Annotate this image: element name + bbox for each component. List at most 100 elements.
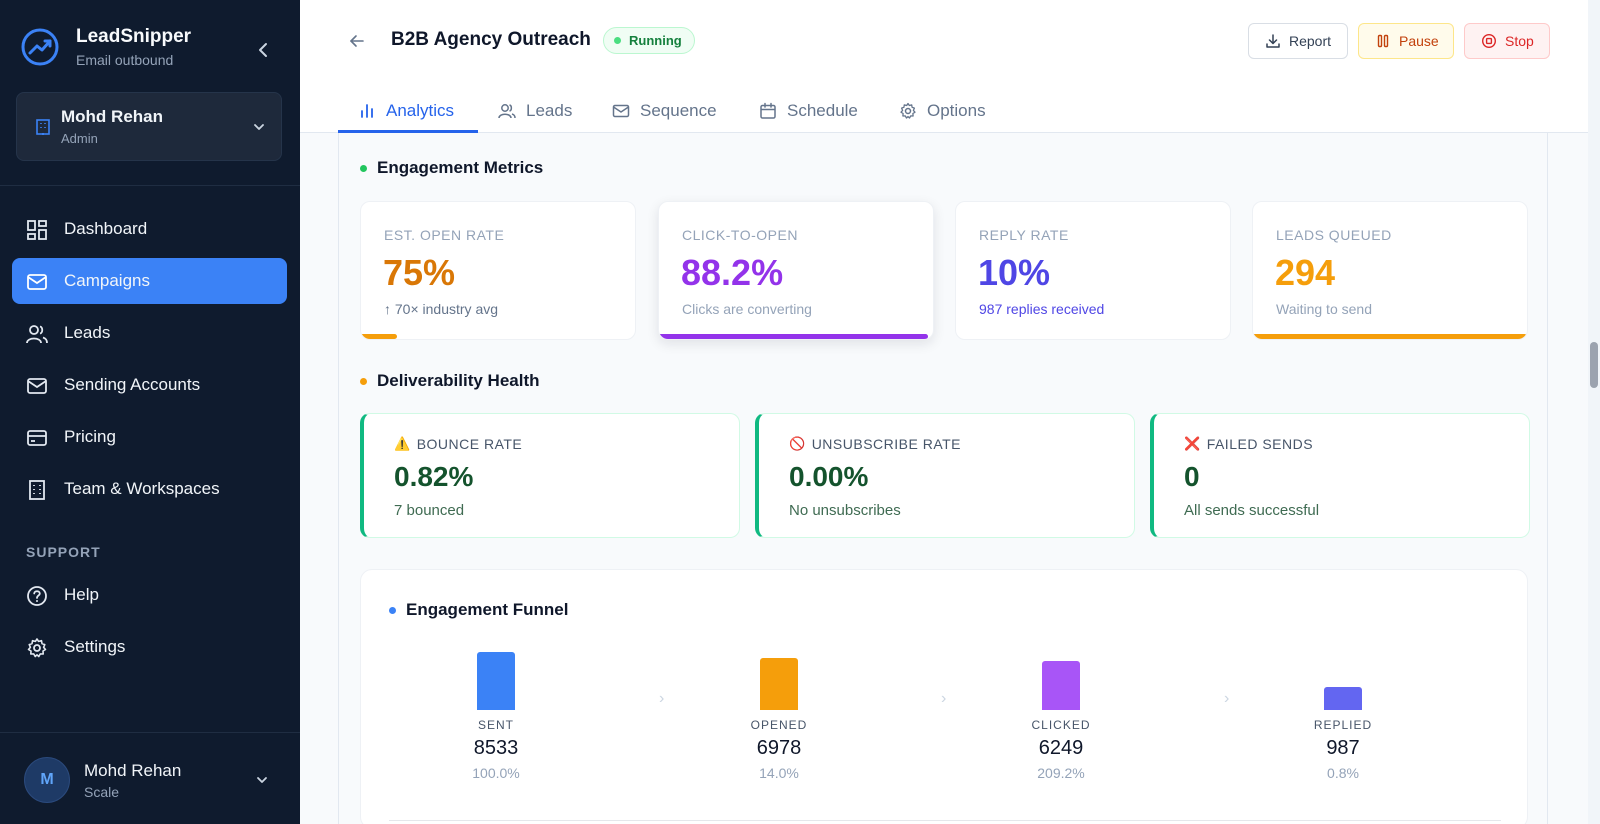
funnel-bar: [760, 658, 798, 710]
health-label: ⚠️ BOUNCE RATE: [394, 436, 522, 452]
sidebar-item-label: Pricing: [64, 427, 116, 446]
section-dot: [360, 377, 367, 385]
tab-options[interactable]: Options: [899, 88, 986, 133]
health-card-bounce-rate: ⚠️ BOUNCE RATE 0.82% 7 bounced: [360, 413, 740, 538]
workspace-switcher[interactable]: Mohd Rehan Admin: [16, 92, 282, 161]
tab-sequence[interactable]: Sequence: [612, 88, 717, 133]
mail-icon: [27, 274, 47, 290]
funnel-bar: [1042, 661, 1080, 710]
funnel-stage-replied: REPLIED 987 0.8%: [1268, 570, 1418, 824]
metric-progress-bar: [1253, 334, 1527, 339]
sidebar-item-pricing[interactable]: Pricing: [12, 414, 287, 460]
tab-analytics[interactable]: Analytics: [358, 88, 454, 133]
sidebar-item-settings[interactable]: Settings: [12, 624, 287, 670]
stop-circle-icon: [1481, 33, 1497, 49]
section-title-funnel: Engagement Funnel: [389, 600, 568, 620]
sidebar-item-team-workspaces[interactable]: Team & Workspaces: [12, 466, 287, 512]
metric-value: 294: [1275, 252, 1336, 293]
page-title: B2B Agency Outreach: [391, 29, 591, 50]
collapse-sidebar-icon[interactable]: [254, 40, 274, 60]
arrow-left-icon[interactable]: [348, 32, 366, 50]
tab-schedule[interactable]: Schedule: [759, 88, 858, 133]
prohibited-icon: 🚫: [789, 436, 806, 451]
sidebar-item-label: Help: [64, 585, 99, 604]
funnel-stage-label: SENT: [477, 718, 514, 732]
tab-leads[interactable]: Leads: [498, 88, 572, 133]
sidebar-item-help[interactable]: Help: [12, 572, 287, 618]
health-label-text: BOUNCE RATE: [416, 436, 523, 452]
chevron-right-icon: ›: [1224, 690, 1230, 707]
download-icon: [1266, 34, 1280, 48]
support-section-label: SUPPORT: [26, 544, 101, 560]
metric-value: 10%: [978, 252, 1051, 293]
sidebar-item-label: Campaigns: [64, 271, 150, 290]
workspace-role: Admin: [61, 131, 98, 146]
gear-icon: [27, 638, 47, 658]
sidebar: LeadSnipper Email outbound Mohd Rehan Ad…: [0, 0, 300, 824]
credit-card-icon: [27, 430, 47, 446]
sidebar-item-label: Dashboard: [64, 219, 148, 238]
health-card-failed-sends: ❌ FAILED SENDS 0 All sends successful: [1150, 413, 1530, 538]
user-menu[interactable]: M Mohd Rehan Scale: [12, 744, 288, 814]
metric-value: 75%: [383, 252, 456, 293]
brand-name: LeadSnipper: [76, 26, 192, 47]
funnel-stage-value: 6978: [756, 737, 802, 759]
health-subtext: 7 bounced: [394, 502, 465, 519]
metric-label: CLICK-TO-OPEN: [682, 227, 798, 243]
metric-subtext: ↑ 70× industry avg: [384, 301, 499, 317]
sidebar-item-dashboard[interactable]: Dashboard: [12, 206, 287, 252]
calendar-icon: [760, 102, 776, 119]
funnel-stage-opened: OPENED 6978 14.0%: [704, 570, 854, 824]
health-label-text: FAILED SENDS: [1206, 436, 1314, 452]
user-name: Mohd Rehan: [84, 761, 182, 780]
metric-progress-bar: [659, 334, 928, 339]
report-button[interactable]: Report: [1248, 23, 1348, 59]
section-dot: [360, 164, 367, 172]
sidebar-item-label: Leads: [64, 323, 111, 342]
users-icon: [498, 103, 516, 118]
metric-card-leads-queued: LEADS QUEUED 294 Waiting to send: [1252, 201, 1528, 340]
health-value: 0: [1184, 461, 1200, 492]
funnel-stage-label: CLICKED: [1031, 718, 1091, 732]
cross-mark-icon: ❌: [1184, 436, 1201, 451]
workspace-name: Mohd Rehan: [61, 107, 163, 126]
brand: LeadSnipper Email outbound: [20, 26, 191, 68]
stop-button[interactable]: Stop: [1464, 23, 1550, 59]
sidebar-item-leads[interactable]: Leads: [12, 310, 287, 356]
section-title-text: Deliverability Health: [377, 371, 540, 390]
health-subtext: No unsubscribes: [789, 502, 901, 519]
gear-icon: [900, 102, 916, 119]
mail-icon: [612, 104, 630, 117]
section-title-engagement: Engagement Metrics: [360, 158, 543, 178]
metric-card-click-to-open: CLICK-TO-OPEN 88.2% Clicks are convertin…: [658, 201, 934, 340]
metric-card-open-rate: EST. OPEN RATE 75% ↑ 70× industry avg: [360, 201, 636, 340]
tab-label: Sequence: [640, 100, 717, 120]
help-icon: [27, 586, 47, 606]
funnel-bar: [1324, 687, 1362, 710]
user-plan: Scale: [84, 784, 120, 800]
tab-label: Options: [927, 100, 986, 120]
status-badge: Running: [603, 27, 695, 54]
health-label: 🚫 UNSUBSCRIBE RATE: [789, 436, 961, 452]
status-dot: [614, 37, 621, 44]
pause-button[interactable]: Pause: [1358, 23, 1454, 59]
metric-label: REPLY RATE: [979, 227, 1069, 243]
warning-icon: ⚠️: [394, 436, 411, 451]
funnel-stage-value: 987: [1326, 737, 1360, 759]
metric-progress-bar: [361, 334, 397, 339]
page-scrollbar[interactable]: [1588, 0, 1600, 824]
funnel-stage-percent: 100.0%: [472, 765, 520, 781]
sidebar-item-campaigns[interactable]: Campaigns: [12, 258, 287, 304]
report-button-label: Report: [1289, 33, 1332, 49]
funnel-stage-percent: 0.8%: [1327, 765, 1359, 781]
scrollbar-thumb[interactable]: [1590, 342, 1598, 388]
sidebar-item-sending-accounts[interactable]: Sending Accounts: [12, 362, 287, 408]
funnel-stage-clicked: CLICKED 6249 209.2%: [986, 570, 1136, 824]
metric-subtext: Clicks are converting: [682, 301, 812, 317]
chevron-down-icon: [254, 124, 264, 130]
metric-card-reply-rate: REPLY RATE 10% 987 replies received: [955, 201, 1231, 340]
health-card-unsubscribe-rate: 🚫 UNSUBSCRIBE RATE 0.00% No unsubscribes: [755, 413, 1135, 538]
section-dot: [389, 606, 396, 614]
sidebar-item-label: Team & Workspaces: [64, 479, 220, 498]
tab-label: Analytics: [386, 100, 455, 120]
